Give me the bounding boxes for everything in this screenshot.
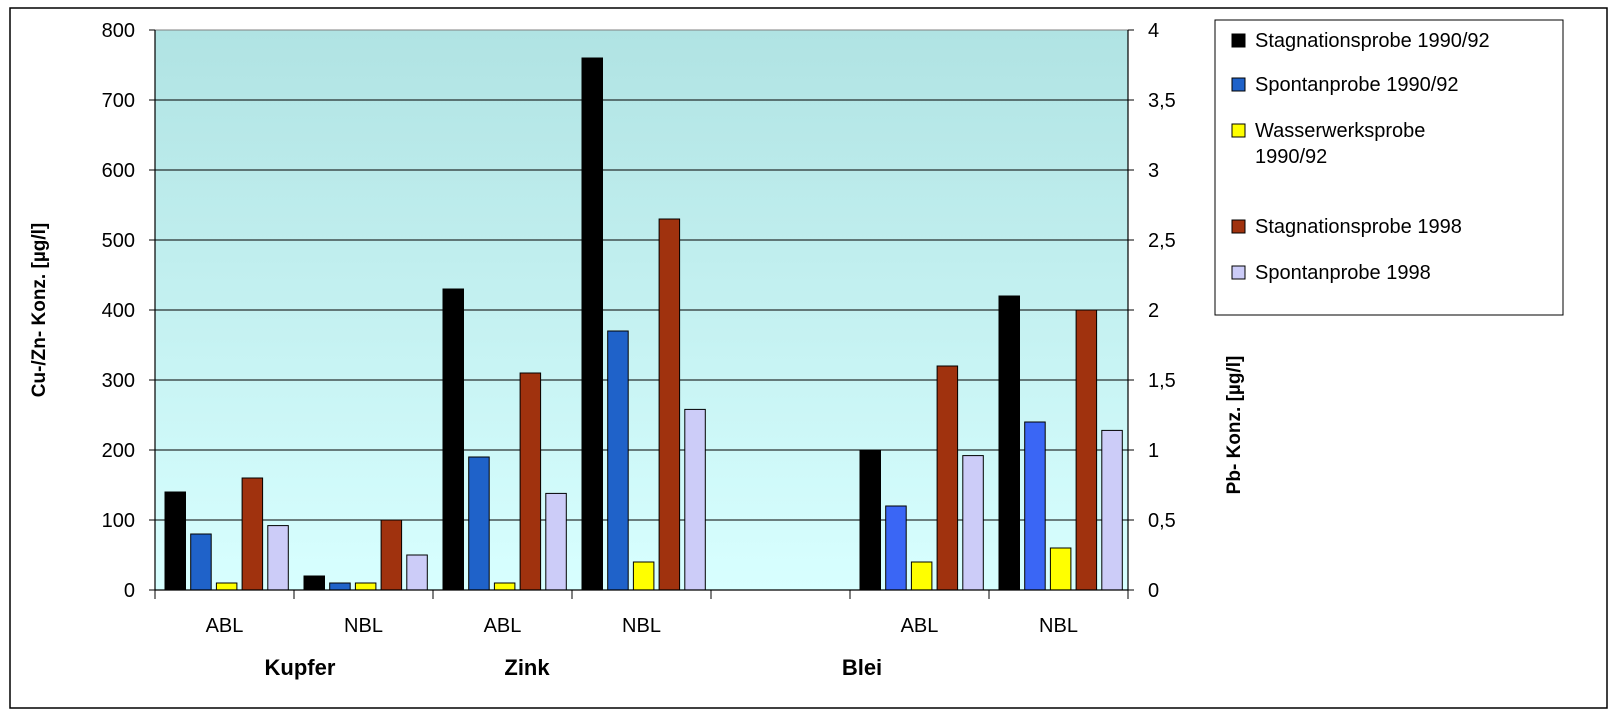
bar	[303, 575, 325, 591]
bar	[885, 505, 907, 591]
legend-swatch	[1231, 123, 1246, 138]
legend-swatch	[1231, 33, 1246, 48]
x-category-label: ABL	[484, 615, 522, 637]
bar	[406, 554, 428, 591]
x-group-label: Kupfer	[265, 655, 336, 680]
bar	[936, 365, 959, 591]
axes: 0 0 100 0,5 200 1 300 1,5 400 2 500 2,5 600 3 700 3,5 80…	[102, 20, 1176, 680]
y-right-tick-label: 2,5	[1148, 230, 1176, 252]
y-right-tick-label: 1	[1148, 440, 1159, 462]
bar	[1024, 421, 1046, 591]
bar	[241, 477, 264, 591]
bar	[859, 449, 881, 591]
y-left-tick-label: 400	[102, 300, 135, 322]
y-left-tick-label: 0	[124, 580, 135, 602]
legend-label: Spontanprobe 1990/92	[1255, 74, 1459, 96]
y-left-tick-label: 700	[102, 90, 135, 112]
legend-swatch	[1231, 77, 1246, 92]
legend-swatch	[1231, 265, 1246, 280]
y-left-axis-title: Cu-/Zn- Konz. [µg/l]	[29, 223, 50, 398]
y-left-tick-label: 800	[102, 20, 135, 42]
bar	[519, 372, 542, 591]
legend-box	[1214, 19, 1564, 316]
x-category-label: ABL	[206, 615, 244, 637]
y-right-tick-label: 2	[1148, 300, 1159, 322]
bar	[354, 582, 377, 591]
x-group-label: Blei	[842, 655, 882, 680]
y-right-axis-title: Pb- Konz. [µg/l]	[1224, 356, 1245, 495]
bar	[581, 57, 603, 591]
bar	[962, 455, 984, 591]
y-right-tick-label: 0	[1148, 580, 1159, 602]
bar	[442, 288, 464, 591]
legend-swatch	[1231, 219, 1246, 234]
bar	[998, 295, 1020, 591]
bar	[164, 491, 186, 591]
bar	[190, 533, 212, 591]
y-left-tick-label: 600	[102, 160, 135, 182]
y-right-tick-label: 0,5	[1148, 510, 1176, 532]
x-category-label: NBL	[344, 615, 383, 637]
bar	[1101, 429, 1123, 591]
x-group-label: Zink	[504, 655, 550, 680]
y-left-tick-label: 100	[102, 510, 135, 532]
bar	[380, 519, 403, 591]
bar	[329, 582, 351, 591]
x-category-label: ABL	[901, 615, 939, 637]
y-left-tick-label: 200	[102, 440, 135, 462]
y-right-tick-label: 4	[1148, 20, 1159, 42]
bar	[545, 492, 567, 591]
bar	[468, 456, 490, 591]
y-left-tick-label: 500	[102, 230, 135, 252]
bar	[910, 561, 933, 591]
x-category-label: NBL	[622, 615, 661, 637]
bar	[658, 218, 681, 591]
bar	[684, 408, 706, 591]
bar	[1075, 309, 1098, 591]
x-category-label: NBL	[1039, 615, 1078, 637]
y-right-tick-label: 3	[1148, 160, 1159, 182]
legend-label: Wasserwerksprobe 1990/92	[1255, 120, 1425, 168]
bar	[267, 525, 289, 591]
legend-label: Stagnationsprobe 1990/92	[1255, 30, 1490, 52]
legend: Stagnationsprobe 1990/92 Spontanprobe 199…	[1214, 19, 1564, 316]
bar	[493, 582, 516, 591]
bar	[607, 330, 629, 591]
y-left-tick-label: 300	[102, 370, 135, 392]
bars	[164, 57, 1123, 591]
legend-label: Stagnationsprobe 1998	[1255, 216, 1462, 238]
y-right-tick-label: 3,5	[1148, 90, 1176, 112]
bar	[632, 561, 655, 591]
legend-label: Spontanprobe 1998	[1255, 262, 1431, 284]
y-right-tick-label: 1,5	[1148, 370, 1176, 392]
bar	[1049, 547, 1072, 591]
bar	[215, 582, 238, 591]
gridlines	[155, 99, 1128, 521]
